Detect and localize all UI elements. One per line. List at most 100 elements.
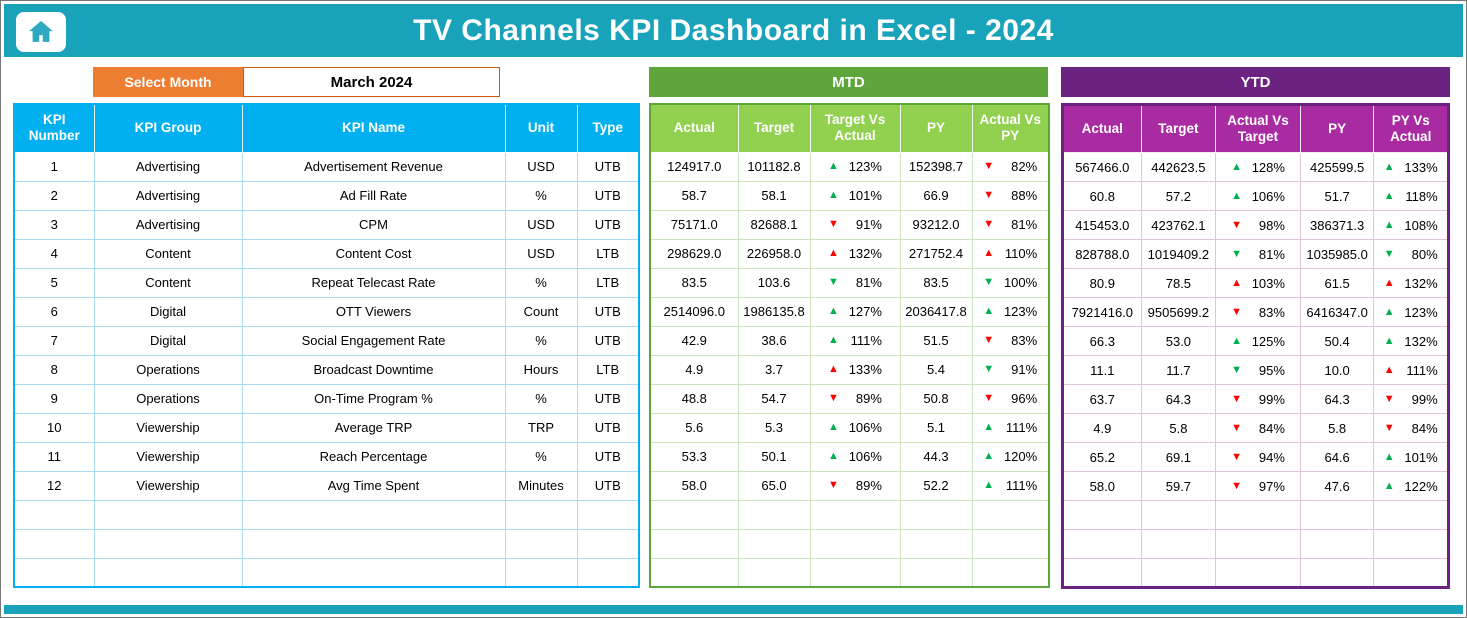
- ytd-py-cell[interactable]: 61.5: [1299, 268, 1375, 298]
- kpi-number-cell[interactable]: 7: [13, 325, 95, 356]
- ytd-actual-vs-target-cell[interactable]: ▼ 98%: [1215, 210, 1301, 240]
- type-cell[interactable]: UTB: [576, 412, 640, 443]
- empty-cell[interactable]: [1299, 500, 1375, 530]
- ytd-actual-cell[interactable]: 11.1: [1062, 355, 1142, 385]
- kpi-name-cell[interactable]: On-Time Program %: [241, 383, 506, 414]
- empty-cell[interactable]: [1373, 529, 1449, 559]
- empty-cell[interactable]: [504, 499, 578, 530]
- ytd-py-vs-actual-cell[interactable]: ▲ 133%: [1373, 152, 1449, 182]
- mtd-target-vs-actual-cell[interactable]: ▲ 127%: [809, 296, 901, 327]
- ytd-py-cell[interactable]: 386371.3: [1299, 210, 1375, 240]
- col-kpi-number[interactable]: KPI Number: [13, 103, 95, 153]
- ytd-actual-cell[interactable]: 66.3: [1062, 326, 1142, 356]
- ytd-py-vs-actual-cell[interactable]: ▲ 132%: [1373, 326, 1449, 356]
- col-mtd-target[interactable]: Target: [737, 103, 811, 153]
- ytd-py-vs-actual-cell[interactable]: ▲ 108%: [1373, 210, 1449, 240]
- unit-cell[interactable]: Count: [504, 296, 578, 327]
- ytd-py-vs-actual-cell[interactable]: ▼ 84%: [1373, 413, 1449, 443]
- empty-cell[interactable]: [1373, 558, 1449, 588]
- ytd-target-cell[interactable]: 423762.1: [1140, 210, 1217, 240]
- mtd-actual-vs-py-cell[interactable]: ▼ 82%: [971, 151, 1050, 182]
- empty-cell[interactable]: [971, 528, 1050, 559]
- mtd-py-cell[interactable]: 66.9: [899, 180, 973, 211]
- mtd-actual-cell[interactable]: 53.3: [649, 441, 739, 472]
- ytd-actual-vs-target-cell[interactable]: ▼ 81%: [1215, 239, 1301, 269]
- mtd-actual-cell[interactable]: 5.6: [649, 412, 739, 443]
- ytd-py-vs-actual-cell[interactable]: ▲ 122%: [1373, 471, 1449, 501]
- unit-cell[interactable]: Hours: [504, 354, 578, 385]
- mtd-actual-cell[interactable]: 58.0: [649, 470, 739, 501]
- unit-cell[interactable]: Minutes: [504, 470, 578, 501]
- ytd-target-cell[interactable]: 5.8: [1140, 413, 1217, 443]
- unit-cell[interactable]: %: [504, 383, 578, 414]
- mtd-target-cell[interactable]: 3.7: [737, 354, 811, 385]
- kpi-group-cell[interactable]: Viewership: [93, 441, 243, 472]
- ytd-py-cell[interactable]: 425599.5: [1299, 152, 1375, 182]
- mtd-py-cell[interactable]: 93212.0: [899, 209, 973, 240]
- ytd-py-cell[interactable]: 50.4: [1299, 326, 1375, 356]
- mtd-target-vs-actual-cell[interactable]: ▼ 89%: [809, 383, 901, 414]
- month-dropdown[interactable]: March 2024: [243, 67, 500, 97]
- mtd-target-vs-actual-cell[interactable]: ▲ 111%: [809, 325, 901, 356]
- empty-cell[interactable]: [1140, 500, 1217, 530]
- col-mtd-actual-vs-py[interactable]: Actual Vs PY: [971, 103, 1050, 153]
- empty-cell[interactable]: [809, 557, 901, 588]
- empty-cell[interactable]: [13, 528, 95, 559]
- kpi-number-cell[interactable]: 8: [13, 354, 95, 385]
- mtd-target-vs-actual-cell[interactable]: ▲ 101%: [809, 180, 901, 211]
- unit-cell[interactable]: %: [504, 325, 578, 356]
- empty-cell[interactable]: [504, 557, 578, 588]
- mtd-target-vs-actual-cell[interactable]: ▼ 81%: [809, 267, 901, 298]
- ytd-actual-cell[interactable]: 63.7: [1062, 384, 1142, 414]
- mtd-target-vs-actual-cell[interactable]: ▲ 133%: [809, 354, 901, 385]
- ytd-actual-cell[interactable]: 828788.0: [1062, 239, 1142, 269]
- kpi-name-cell[interactable]: Social Engagement Rate: [241, 325, 506, 356]
- type-cell[interactable]: UTB: [576, 180, 640, 211]
- kpi-number-cell[interactable]: 11: [13, 441, 95, 472]
- ytd-actual-cell[interactable]: 4.9: [1062, 413, 1142, 443]
- kpi-group-cell[interactable]: Operations: [93, 354, 243, 385]
- ytd-actual-vs-target-cell[interactable]: ▼ 97%: [1215, 471, 1301, 501]
- unit-cell[interactable]: USD: [504, 209, 578, 240]
- empty-cell[interactable]: [13, 499, 95, 530]
- ytd-actual-cell[interactable]: 60.8: [1062, 181, 1142, 211]
- type-cell[interactable]: LTB: [576, 354, 640, 385]
- ytd-target-cell[interactable]: 69.1: [1140, 442, 1217, 472]
- empty-cell[interactable]: [1373, 500, 1449, 530]
- empty-cell[interactable]: [809, 499, 901, 530]
- mtd-py-cell[interactable]: 51.5: [899, 325, 973, 356]
- mtd-actual-cell[interactable]: 42.9: [649, 325, 739, 356]
- mtd-target-cell[interactable]: 65.0: [737, 470, 811, 501]
- mtd-target-cell[interactable]: 1986135.8: [737, 296, 811, 327]
- mtd-actual-vs-py-cell[interactable]: ▼ 91%: [971, 354, 1050, 385]
- mtd-actual-cell[interactable]: 4.9: [649, 354, 739, 385]
- kpi-name-cell[interactable]: Ad Fill Rate: [241, 180, 506, 211]
- select-month-button[interactable]: Select Month: [93, 67, 243, 97]
- empty-cell[interactable]: [737, 557, 811, 588]
- unit-cell[interactable]: TRP: [504, 412, 578, 443]
- empty-cell[interactable]: [1299, 558, 1375, 588]
- ytd-actual-vs-target-cell[interactable]: ▲ 128%: [1215, 152, 1301, 182]
- ytd-actual-vs-target-cell[interactable]: ▼ 95%: [1215, 355, 1301, 385]
- mtd-actual-vs-py-cell[interactable]: ▲ 123%: [971, 296, 1050, 327]
- ytd-py-vs-actual-cell[interactable]: ▲ 123%: [1373, 297, 1449, 327]
- ytd-actual-vs-target-cell[interactable]: ▼ 99%: [1215, 384, 1301, 414]
- empty-cell[interactable]: [504, 528, 578, 559]
- ytd-target-cell[interactable]: 64.3: [1140, 384, 1217, 414]
- mtd-actual-cell[interactable]: 124917.0: [649, 151, 739, 182]
- kpi-group-cell[interactable]: Advertising: [93, 209, 243, 240]
- mtd-target-cell[interactable]: 50.1: [737, 441, 811, 472]
- type-cell[interactable]: UTB: [576, 470, 640, 501]
- ytd-py-cell[interactable]: 47.6: [1299, 471, 1375, 501]
- ytd-actual-vs-target-cell[interactable]: ▼ 94%: [1215, 442, 1301, 472]
- unit-cell[interactable]: %: [504, 441, 578, 472]
- unit-cell[interactable]: USD: [504, 238, 578, 269]
- ytd-py-vs-actual-cell[interactable]: ▼ 99%: [1373, 384, 1449, 414]
- kpi-group-cell[interactable]: Content: [93, 267, 243, 298]
- mtd-py-cell[interactable]: 2036417.8: [899, 296, 973, 327]
- mtd-actual-vs-py-cell[interactable]: ▲ 111%: [971, 470, 1050, 501]
- kpi-number-cell[interactable]: 5: [13, 267, 95, 298]
- type-cell[interactable]: UTB: [576, 209, 640, 240]
- mtd-actual-vs-py-cell[interactable]: ▼ 88%: [971, 180, 1050, 211]
- empty-cell[interactable]: [13, 557, 95, 588]
